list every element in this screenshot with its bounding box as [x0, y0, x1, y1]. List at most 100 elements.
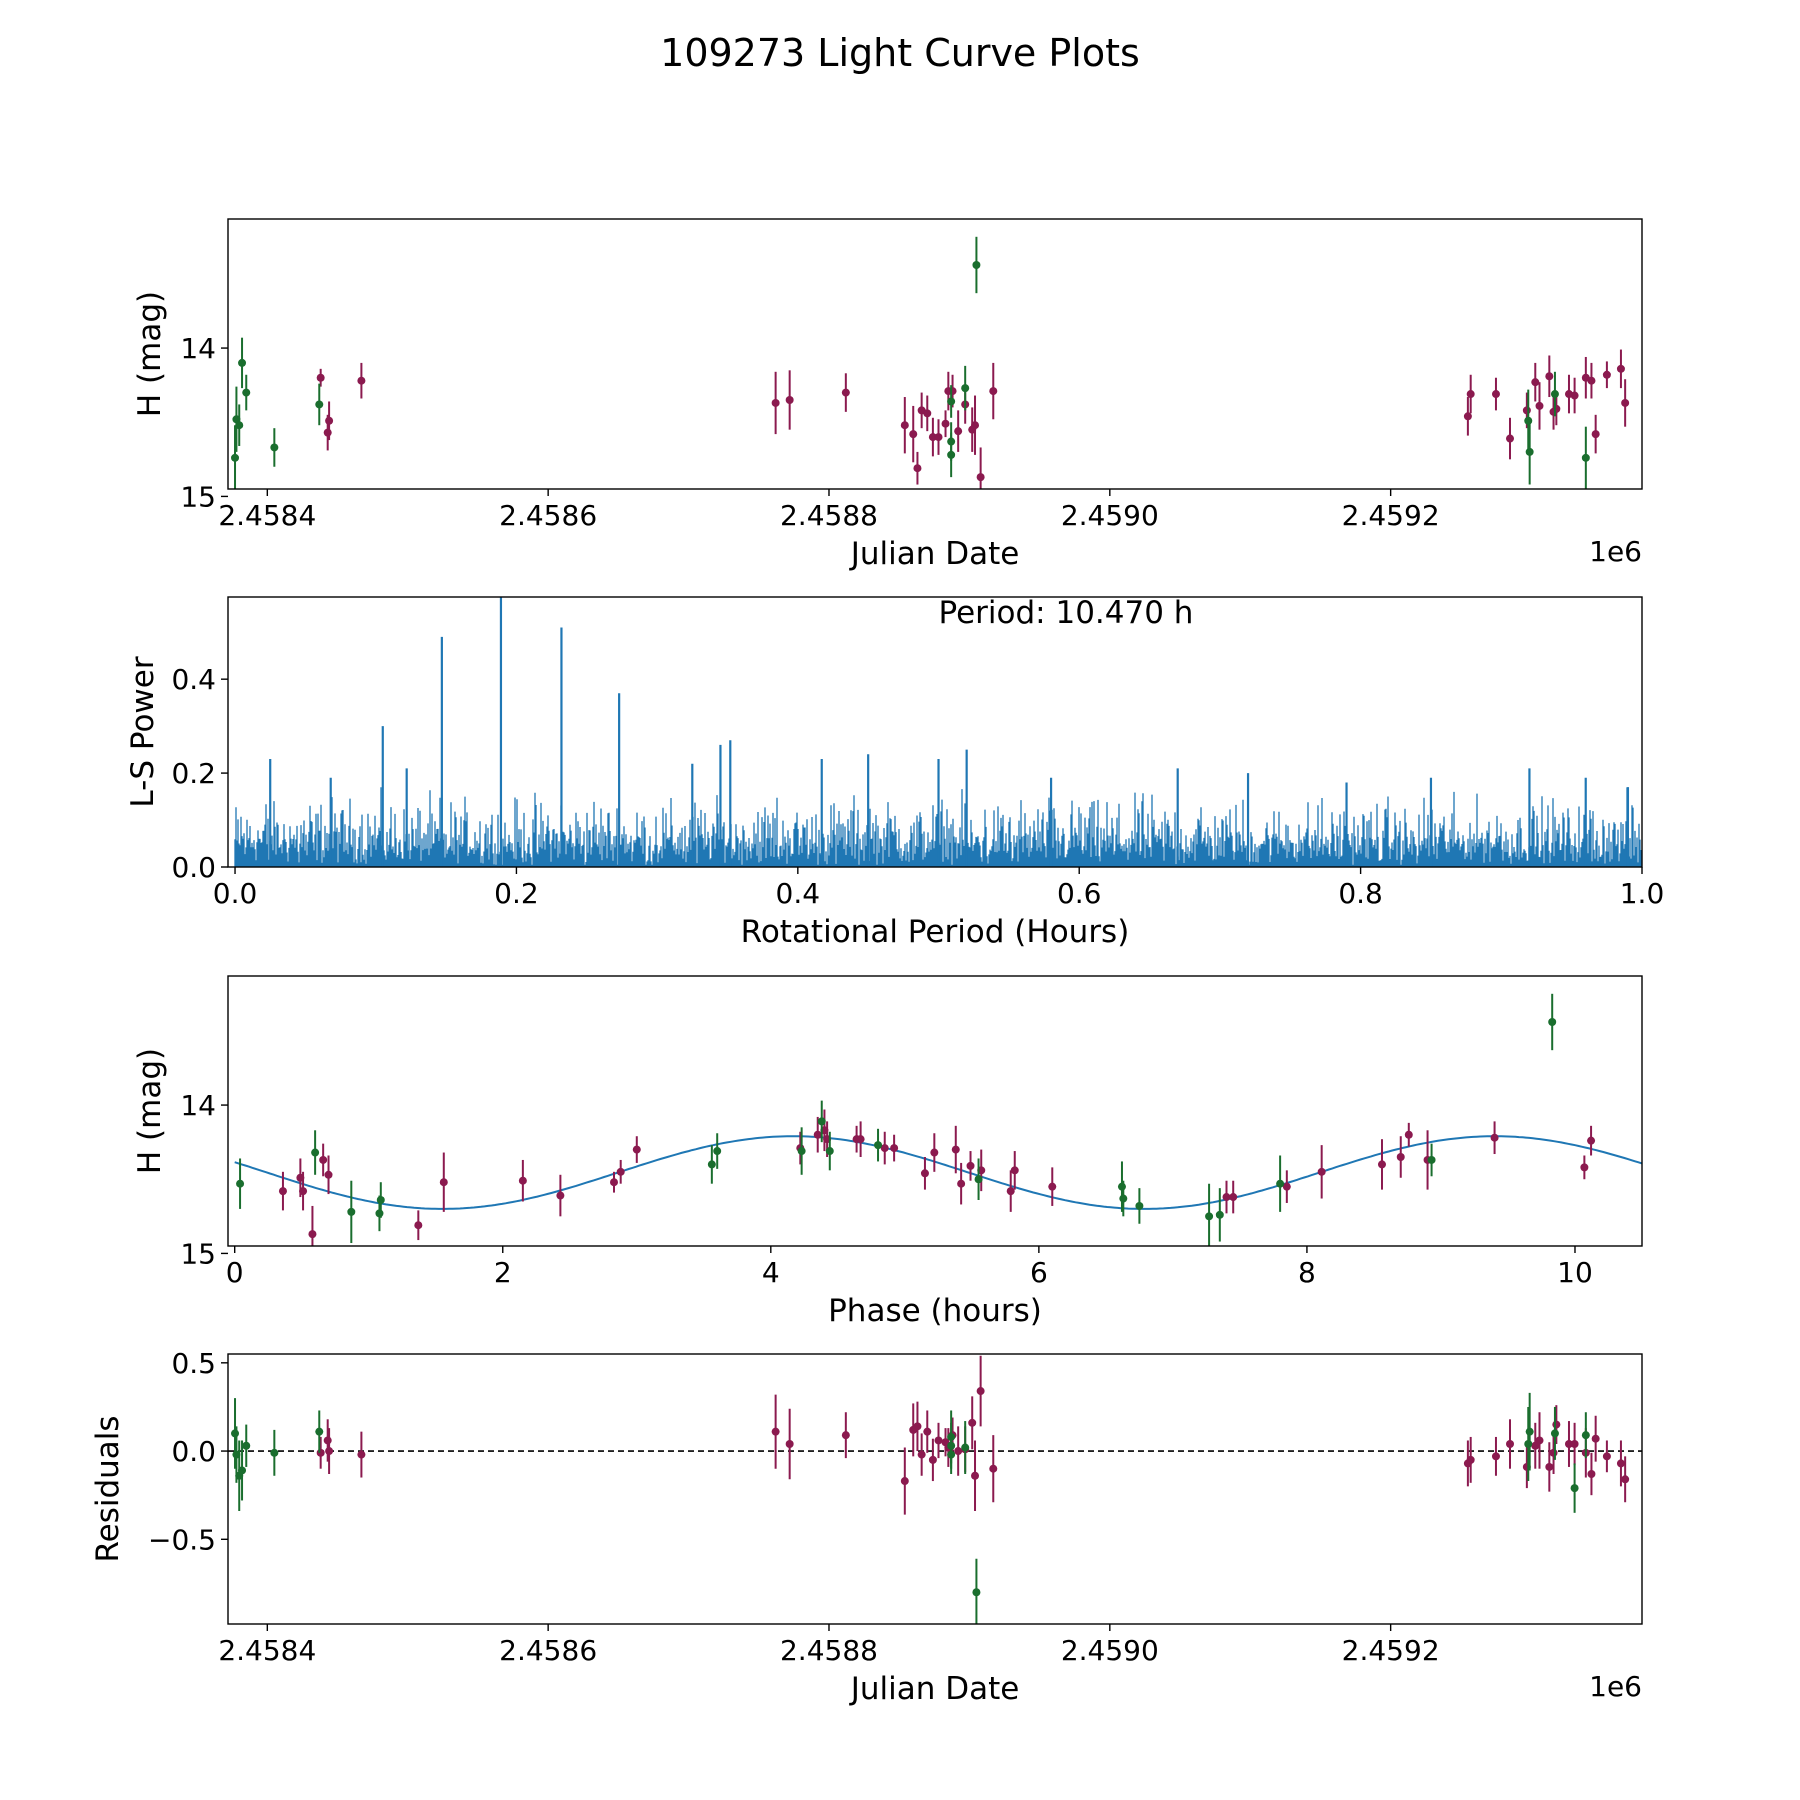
data-point: [1010, 1166, 1019, 1175]
data-point: [1396, 1152, 1405, 1161]
data-point: [961, 384, 970, 393]
fit-curve: [234, 1135, 1642, 1210]
data-point: [231, 1429, 240, 1438]
data-point: [966, 1161, 975, 1170]
series-series_a: [316, 349, 1630, 489]
x-tick-label: 10: [1557, 1256, 1593, 1289]
x-tick-label: 0.2: [494, 877, 539, 910]
data-point: [707, 1160, 716, 1169]
x-tick-label: 0.0: [213, 877, 258, 910]
data-point: [923, 409, 932, 418]
y-tick-label: 15: [180, 480, 216, 513]
data-point: [518, 1176, 527, 1185]
data-point: [1048, 1182, 1057, 1191]
series-series_b: [231, 236, 1590, 489]
data-point: [954, 1447, 963, 1456]
y-tick-label: 14: [180, 332, 216, 365]
x-axis-offset-label: 1e6: [1589, 1670, 1642, 1703]
data-point: [1506, 1440, 1515, 1448]
x-tick-label: 2.4592: [1342, 499, 1440, 532]
data-point: [278, 1187, 287, 1196]
plot-area: [228, 1355, 1642, 1624]
data-point: [315, 400, 324, 409]
x-tick-label: 2.4590: [1061, 499, 1159, 532]
data-point: [972, 1588, 981, 1597]
data-point: [934, 1436, 943, 1445]
data-point: [1580, 1163, 1589, 1172]
data-point: [1205, 1212, 1214, 1221]
x-axis-label: Julian Date: [849, 536, 1020, 572]
x-tick-label: 1.0: [1620, 877, 1665, 910]
data-point: [1591, 430, 1600, 439]
data-point: [316, 1448, 325, 1457]
data-point: [270, 443, 279, 452]
data-point: [880, 1144, 889, 1153]
data-point: [1222, 1193, 1231, 1202]
data-point: [825, 1147, 834, 1156]
period-annotation: Period: 10.470 h: [939, 595, 1194, 631]
x-tick-label: 2.4588: [780, 499, 878, 532]
data-point: [1550, 1429, 1559, 1438]
data-point: [1549, 1448, 1558, 1457]
data-point: [771, 398, 780, 407]
data-point: [236, 1179, 245, 1188]
data-point: [913, 464, 922, 473]
series-series_b: [236, 993, 1557, 1246]
x-tick-label: 2.4590: [1061, 1634, 1159, 1667]
data-point: [1119, 1194, 1128, 1203]
data-point: [1135, 1201, 1144, 1210]
data-point: [357, 1450, 366, 1459]
data-point: [308, 1230, 317, 1239]
data-point: [713, 1147, 722, 1156]
x-tick-label: 2.4584: [218, 499, 316, 532]
series-series_b: [231, 1392, 1590, 1624]
data-point: [1591, 1434, 1600, 1443]
data-point: [951, 1145, 960, 1154]
data-point: [1215, 1210, 1224, 1219]
data-point: [797, 1147, 806, 1156]
data-point: [947, 1450, 956, 1459]
data-point: [242, 1441, 251, 1450]
data-point: [923, 1427, 932, 1436]
y-tick-label: 15: [180, 1237, 216, 1270]
data-point: [771, 1427, 780, 1436]
data-point: [376, 1196, 385, 1205]
x-tick-label: 8: [1298, 1256, 1316, 1289]
data-point: [1581, 1431, 1590, 1440]
data-point: [900, 1477, 909, 1486]
data-point: [1602, 370, 1611, 379]
data-point: [242, 388, 251, 397]
data-point: [1466, 390, 1475, 399]
data-point: [954, 427, 963, 436]
data-point: [841, 388, 850, 397]
data-point: [1524, 1440, 1533, 1448]
y-tick-label: 0.0: [171, 851, 216, 884]
data-point: [968, 1418, 977, 1427]
data-point: [1570, 1484, 1579, 1493]
data-point: [1229, 1193, 1238, 1202]
data-point: [238, 1466, 247, 1475]
data-point: [930, 1148, 939, 1157]
data-point: [1535, 401, 1544, 410]
data-point: [375, 1209, 384, 1218]
data-point: [324, 1170, 333, 1179]
data-point: [1587, 376, 1596, 385]
data-point: [1531, 378, 1540, 387]
series-series_a: [278, 1109, 1596, 1246]
data-point: [1545, 1462, 1554, 1471]
x-tick-label: 2: [494, 1256, 512, 1289]
data-point: [920, 1169, 929, 1178]
data-point: [785, 1440, 794, 1448]
axes-frame: [227, 975, 1643, 1247]
data-point: [813, 1130, 822, 1139]
data-point: [976, 1387, 985, 1396]
panel-periodogram: 0.0 0.2 0.4 0.6 0.8 1.0 0.0 0.2 0.4 Rotational Pe…: [125, 595, 1664, 950]
data-point: [928, 1455, 937, 1464]
data-point: [1548, 1017, 1557, 1026]
data-point: [439, 1178, 448, 1187]
data-point: [941, 419, 950, 428]
data-point: [1491, 1452, 1500, 1461]
x-axis-offset-label: 1e6: [1589, 535, 1642, 568]
data-point: [556, 1191, 565, 1200]
